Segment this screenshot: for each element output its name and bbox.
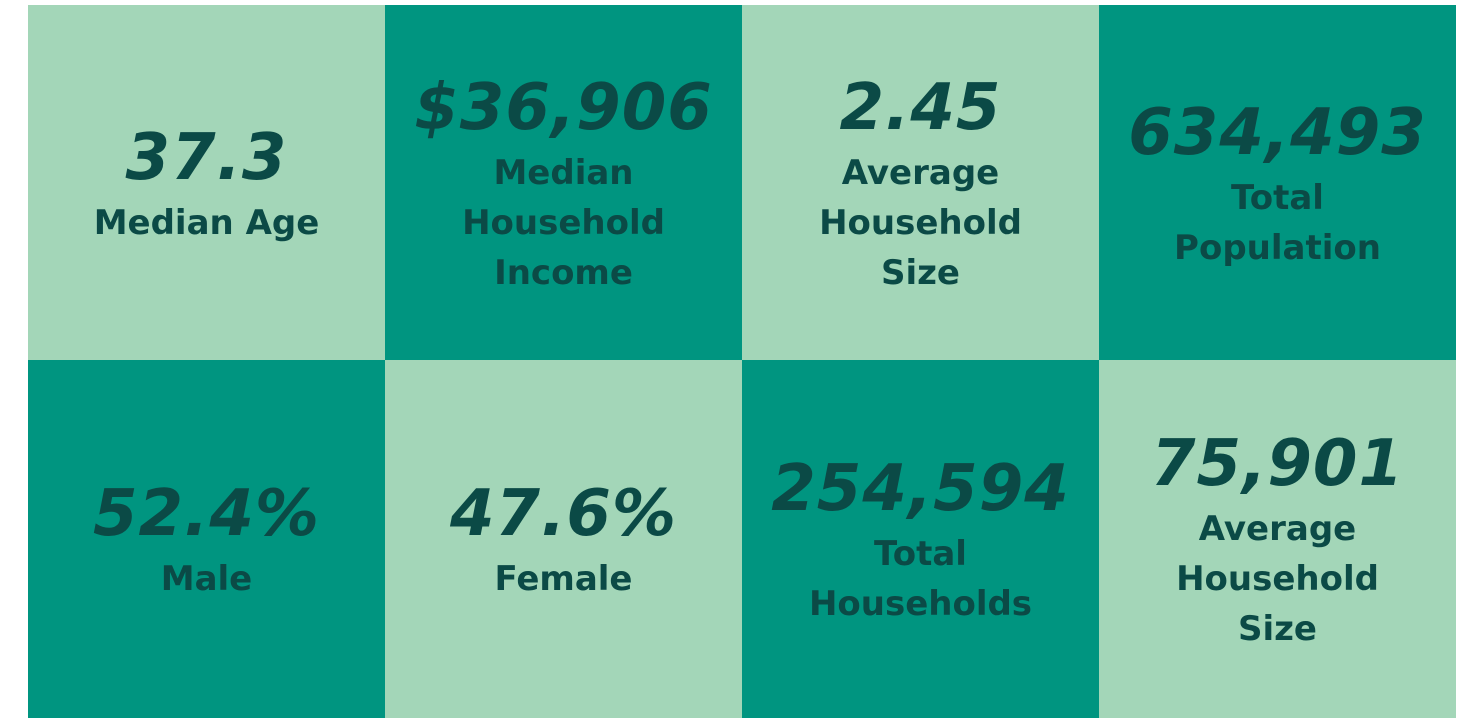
label-line: Male xyxy=(160,559,253,599)
label-line: Total xyxy=(1231,177,1324,218)
label-line: Households xyxy=(808,584,1033,624)
stat-tile: $36,906 Median Household Income xyxy=(385,5,742,360)
stat-tile: 37.3 Median Age xyxy=(28,5,385,360)
stat-tile: 2.45 Average Household Size xyxy=(742,5,1099,360)
stat-label: Total Population xyxy=(1174,173,1381,273)
label-line: Population xyxy=(1174,227,1381,268)
stat-value: 634,493 xyxy=(1128,95,1427,170)
stat-label: Male xyxy=(161,554,253,604)
stat-value: 254,594 xyxy=(771,452,1070,526)
label-line: Household xyxy=(462,202,665,243)
label-line: Size xyxy=(881,252,960,293)
stat-value: 47.6% xyxy=(449,477,678,551)
stat-label: Median Household Income xyxy=(462,148,665,298)
label-line: Median Age xyxy=(93,202,320,243)
stat-tile: 47.6% Female xyxy=(385,360,742,718)
stat-value: 37.3 xyxy=(125,120,288,195)
label-line: Average xyxy=(1198,509,1357,549)
stat-tile: 52.4% Male xyxy=(28,360,385,718)
stat-tile: 75,901 Average Household Size xyxy=(1099,360,1456,718)
label-line: Female xyxy=(494,559,633,599)
stat-tile: 634,493 Total Population xyxy=(1099,5,1456,360)
label-line: Average xyxy=(841,152,1000,193)
stat-label: Female xyxy=(495,554,633,604)
stat-tile: 254,594 Total Households xyxy=(742,360,1099,718)
stat-grid: 37.3 Median Age $36,906 Median Household Inco… xyxy=(28,5,1456,718)
label-line: Size xyxy=(1238,609,1317,649)
stat-label: Average Household Size xyxy=(819,148,1022,298)
label-line: Household xyxy=(1176,559,1379,599)
label-line: Income xyxy=(494,252,633,293)
label-line: Household xyxy=(819,202,1022,243)
stat-value: 75,901 xyxy=(1151,427,1404,501)
stat-value: 52.4% xyxy=(92,477,321,551)
stat-label: Average Household Size xyxy=(1176,504,1379,654)
stat-label: Median Age xyxy=(94,198,320,248)
stat-value: $36,906 xyxy=(414,70,713,145)
stat-value: 2.45 xyxy=(839,70,1002,145)
label-line: Median xyxy=(493,152,634,193)
stat-label: Total Households xyxy=(809,529,1032,629)
label-line: Total xyxy=(874,534,967,574)
